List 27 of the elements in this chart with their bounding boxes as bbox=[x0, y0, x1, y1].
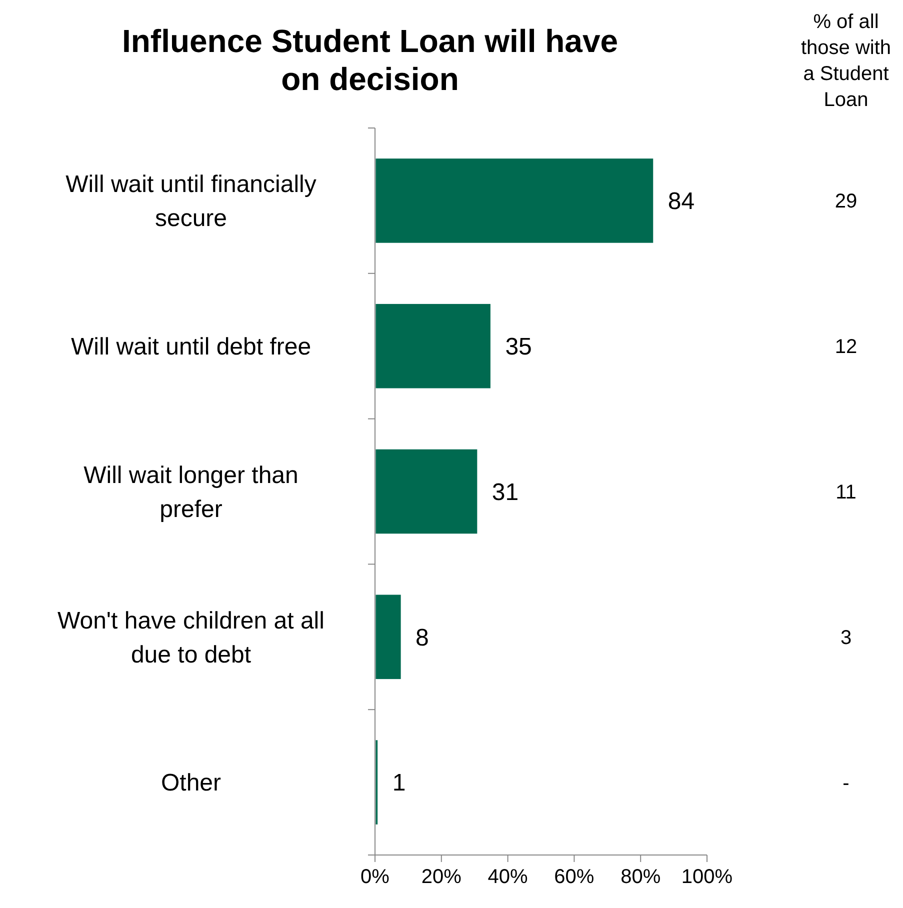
y-tick-label: Will wait longer than prefer bbox=[84, 462, 298, 523]
y-tick-label: Other bbox=[160, 770, 222, 797]
text: 11 bbox=[836, 482, 856, 504]
x-tick-label: 40% bbox=[488, 866, 528, 888]
bar bbox=[374, 302, 492, 390]
y-tick-label: Won't have children at all due to debt bbox=[58, 607, 324, 668]
y-tick-label: Will wait until financially secure bbox=[66, 171, 316, 232]
text: - bbox=[842, 772, 850, 794]
chart-title: Influence Student Loan will have on decision bbox=[122, 23, 618, 97]
text: 12 bbox=[834, 336, 858, 358]
x-tick-label: 80% bbox=[620, 866, 661, 888]
data-label: 8 bbox=[416, 624, 429, 652]
text: % of all those with a Student Loan bbox=[800, 11, 892, 111]
text: 29 bbox=[834, 190, 858, 213]
bar bbox=[374, 157, 655, 244]
data-label: 84 bbox=[668, 188, 695, 216]
x-tick-label: 0% bbox=[360, 866, 390, 888]
text: 3 bbox=[840, 626, 852, 649]
bar bbox=[374, 593, 402, 681]
data-label: 1 bbox=[392, 770, 406, 797]
x-tick-label: 20% bbox=[421, 866, 462, 888]
x-tick-label: 100% bbox=[681, 866, 733, 888]
data-label: 35 bbox=[505, 334, 532, 360]
y-tick-label: Will wait until debt free bbox=[70, 334, 312, 360]
data-label: 31 bbox=[492, 478, 519, 506]
x-tick-label: 60% bbox=[554, 866, 594, 888]
bar bbox=[374, 448, 479, 536]
